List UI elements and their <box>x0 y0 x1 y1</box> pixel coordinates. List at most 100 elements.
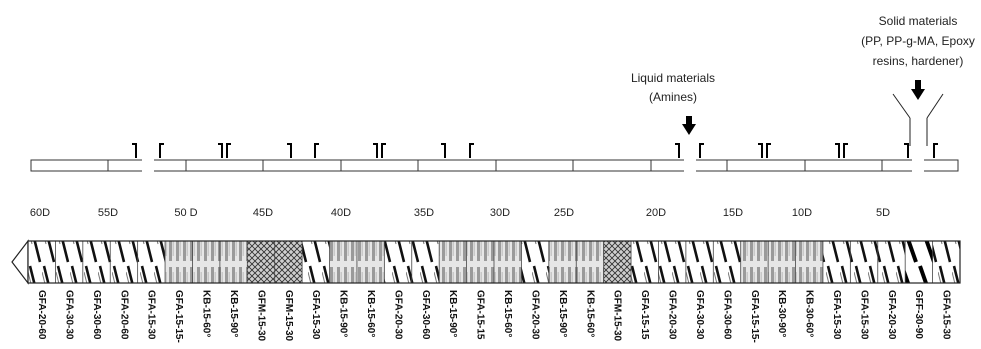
screw-element <box>631 241 659 283</box>
barrel-bracket <box>287 143 292 158</box>
screw-element <box>302 241 330 283</box>
screw-element-label: GFA-15-30 <box>941 290 952 340</box>
screw-element <box>137 241 166 283</box>
barrel-scale-label: 25D <box>554 207 574 219</box>
screw-element <box>466 241 495 283</box>
screw-element-label: GFA-20-30 <box>529 290 540 340</box>
screw-element <box>494 241 522 283</box>
barrel-scale-label: 15D <box>723 207 743 219</box>
barrel-bracket <box>933 143 938 158</box>
screw-tip <box>11 239 29 285</box>
barrel-port-gap <box>684 159 696 172</box>
screw-element-label: GFM-15-30 <box>612 290 623 342</box>
solid-materials-line-1: Solid materials <box>879 14 958 28</box>
screw-element <box>850 241 879 283</box>
barrel-bracket <box>441 143 446 158</box>
barrel-port-gap <box>142 159 154 172</box>
hopper-funnel <box>892 93 944 146</box>
screw-element-label: KB-15-60° <box>201 290 212 337</box>
screw-element <box>439 241 467 283</box>
screw-element <box>932 241 961 283</box>
screw-element-label: GFA-20-30 <box>886 290 897 340</box>
screw-element <box>274 241 303 283</box>
screw-element <box>877 241 906 283</box>
screw-element-label: GFM-15-30 <box>255 290 266 342</box>
screw-element-label: GFA-15-30 <box>831 290 842 340</box>
barrel-bracket <box>226 143 231 158</box>
screw-element <box>384 241 413 283</box>
screw-element <box>658 241 687 283</box>
screw-element-label: GFM-15-30 <box>283 290 294 342</box>
screw-element-label: GFA-15-15 <box>475 290 486 340</box>
barrel-bracket <box>314 143 319 158</box>
screw-element-label: GFA-20-30 <box>667 290 678 340</box>
barrel-bracket <box>835 143 840 158</box>
barrel-bracket <box>766 143 771 158</box>
screw-element <box>165 241 193 283</box>
screw-element-label: KB-15-90° <box>557 290 568 337</box>
screw-element-label: GFF-30-90 <box>913 290 924 339</box>
liquid-materials-line-1: Liquid materials <box>631 71 715 85</box>
barrel-bracket <box>373 143 378 158</box>
barrel-scale-label: 60D <box>30 207 50 219</box>
screw-element-label: KB-15-90° <box>228 290 239 337</box>
screw-element <box>356 241 385 283</box>
screw-element <box>603 241 632 283</box>
solid-materials-annotation: Solid materials (PP, PP-g-MA, Epoxy resi… <box>861 14 975 146</box>
screw-element-label: KB-30-90° <box>776 290 787 337</box>
screw-element-label: KB-15-60° <box>365 290 376 337</box>
solid-feed-arrow-icon <box>911 80 925 100</box>
screw-element <box>329 241 358 283</box>
screw-element-label: GFA-15-15 <box>639 290 650 340</box>
screw-element <box>548 241 577 283</box>
screw-element <box>411 241 440 283</box>
barrel-bracket <box>381 143 386 158</box>
barrel-bracket <box>699 143 704 158</box>
barrel-port-gap <box>912 159 924 172</box>
screw-element-label: GFA-20-30 <box>392 290 403 340</box>
barrel-bracket <box>675 143 680 158</box>
screw-element-label: GFA-30-30 <box>63 290 74 340</box>
barrel-scale-label: 10D <box>792 207 812 219</box>
screw-element <box>740 241 769 283</box>
screw-element-label: GFA-15-15- <box>173 290 184 343</box>
barrel-bracket <box>132 143 137 158</box>
barrel-bracket <box>469 143 474 158</box>
screw-element <box>82 241 111 283</box>
screw-element-label: GFA-30-60 <box>721 290 732 340</box>
screw-element <box>713 241 742 283</box>
barrel-scale-labels: 60D 55D 50 D 45D 40D 35D 30D 25D 20D 15D 10D 5D <box>30 207 890 219</box>
barrel-bracket <box>843 143 848 158</box>
barrel-scale-label: 35D <box>414 207 434 219</box>
barrel-scale-label: 30D <box>490 207 510 219</box>
barrel-scale-label: 55D <box>98 207 118 219</box>
screw-element <box>28 241 56 283</box>
liquid-materials-annotation: Liquid materials (Amines) <box>631 71 715 135</box>
barrel-bracket <box>218 143 223 158</box>
screw-element-label: KB-15-90° <box>447 290 458 337</box>
screw-element <box>822 241 851 283</box>
screw-element <box>219 241 248 283</box>
liquid-feed-arrow-icon <box>682 116 696 135</box>
screw-element <box>110 241 138 283</box>
screw-element-label: KB-15-90° <box>338 290 349 337</box>
barrel-bracket <box>904 143 909 158</box>
screw-outline <box>27 240 961 284</box>
barrel-scale-label: 45D <box>253 207 273 219</box>
screw-element <box>521 241 550 283</box>
screw-element <box>768 241 796 283</box>
screw-element-label: KB-30-60° <box>804 290 815 337</box>
screw-element-label: GFA-15-30 <box>858 290 869 340</box>
liquid-materials-line-2: (Amines) <box>649 90 697 104</box>
screw-element-label: GFA-30-60 <box>420 290 431 340</box>
screw-element <box>905 241 933 283</box>
screw-element-label: GFA-20-60 <box>118 290 129 340</box>
barrel-scale-label: 5D <box>876 207 890 219</box>
barrel-bracket <box>159 143 164 158</box>
screw-element <box>55 241 84 283</box>
solid-materials-line-2: (PP, PP-g-MA, Epoxy <box>861 34 975 48</box>
screw-element-label: GFA-15-15- <box>749 290 760 343</box>
barrel <box>30 143 959 172</box>
screw-element-label: GFA-15-30 <box>146 290 157 340</box>
